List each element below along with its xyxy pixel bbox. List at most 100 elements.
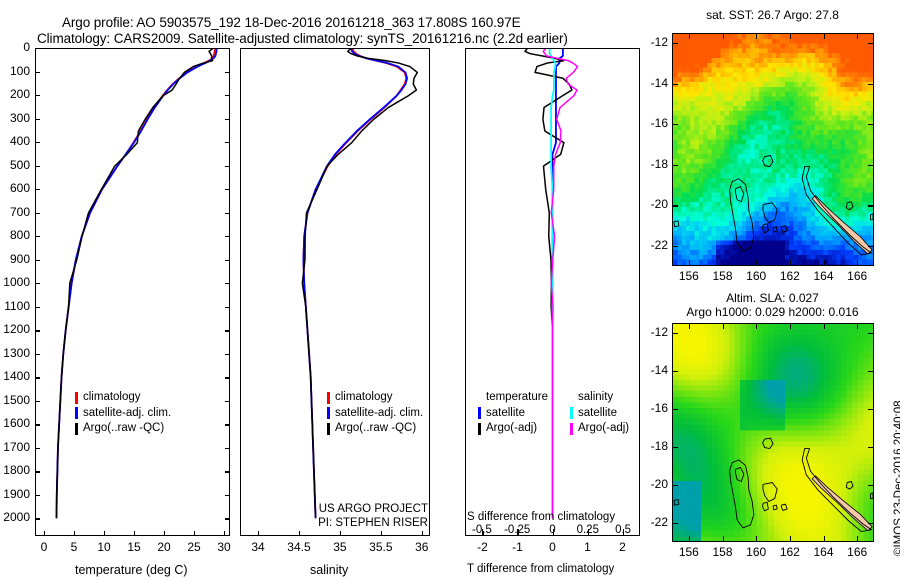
axis-tick-label: 158 (712, 269, 733, 283)
axis-tick (35, 95, 40, 97)
profile-line (55, 48, 218, 519)
axis-tick-label: -0.5 (472, 524, 492, 536)
header-line-1: Argo profile: AO 5903575_192 18-Dec-2016… (62, 15, 521, 30)
legend-item: satellite-adj. clim. (75, 406, 171, 422)
profile-line (542, 48, 579, 519)
axis-tick (225, 142, 230, 144)
latitude-tick-label: -18 (650, 156, 668, 171)
coastline (870, 492, 873, 499)
legend-swatch-climatology (75, 391, 78, 404)
depth-tick-label: 300 (9, 110, 30, 125)
axis-tick-label: 162 (779, 545, 800, 559)
axis-tick-label: 36 (415, 540, 429, 554)
sst-map-canvas (673, 34, 873, 265)
axis-tick-label: 10 (97, 540, 111, 554)
difference-legend-temperature: temperature satellite Argo(-adj) (478, 390, 548, 437)
axis-tick (74, 531, 76, 536)
profile-line (302, 48, 409, 519)
axis-tick (104, 531, 106, 536)
axis-tick (688, 260, 691, 266)
axis-tick-label: 0 (549, 540, 556, 554)
sst-map (672, 33, 874, 266)
legend-label: Argo(..raw -QC) (335, 422, 417, 435)
axis-tick (35, 471, 40, 473)
axis-tick (224, 531, 226, 536)
legend-swatch-climatology (327, 391, 330, 404)
axis-tick (164, 531, 166, 536)
legend-item: Argo(-adj) (570, 421, 629, 437)
axis-tick (756, 260, 758, 266)
axis-tick (225, 424, 230, 426)
latitude-tick-label: -14 (650, 362, 668, 377)
axis-tick (35, 306, 40, 308)
axis-tick (868, 370, 874, 372)
axis-tick (868, 408, 874, 410)
profile-line (301, 48, 419, 519)
latitude-tick-label: -18 (650, 438, 668, 453)
axis-tick (857, 33, 859, 39)
legend-item: satellite (478, 406, 548, 422)
map-field (673, 324, 873, 541)
depth-tick-label: 600 (9, 181, 30, 196)
depth-tick-label: 1700 (3, 439, 30, 454)
coastline (729, 178, 755, 252)
axis-tick (789, 323, 792, 329)
project-name: US ARGO PROJECT (318, 503, 428, 515)
temperature-axis-label: temperature (deg C) (75, 563, 188, 577)
legend-group-header: salinity (570, 390, 629, 406)
axis-tick (35, 165, 40, 167)
axis-tick (225, 330, 230, 332)
depth-tick-label: 1500 (3, 392, 30, 407)
axis-tick (672, 124, 678, 126)
legend-group-header: temperature (478, 390, 548, 406)
axis-tick (35, 259, 40, 261)
legend-item: Argo(..raw -QC) (75, 421, 171, 437)
axis-tick (194, 531, 196, 536)
axis-tick (134, 531, 136, 536)
axis-tick (688, 536, 691, 542)
legend-group-label: salinity (578, 391, 614, 403)
latitude-tick-label: -14 (650, 75, 668, 90)
axis-tick (35, 48, 40, 50)
axis-tick-label: 156 (678, 545, 699, 559)
depth-tick-label: 200 (9, 87, 30, 102)
axis-tick (722, 536, 724, 542)
salinity-plot-area (301, 48, 419, 519)
axis-tick (868, 332, 874, 334)
depth-tick-label: 1000 (3, 275, 30, 290)
depth-tick-label: 900 (9, 251, 30, 266)
sla-map-canvas (673, 324, 873, 541)
axis-tick (225, 165, 230, 167)
legend-swatch-salinity-argo (570, 422, 573, 435)
axis-tick (225, 306, 230, 308)
axis-tick-label: -1 (512, 540, 523, 554)
axis-tick (868, 522, 874, 525)
header-line-2: Climatology: CARS2009. Satellite-adjuste… (37, 31, 568, 46)
axis-tick (225, 118, 230, 120)
axis-tick (258, 531, 260, 536)
t-difference-axis-label: T difference from climatology (467, 563, 615, 575)
axis-tick (225, 353, 230, 356)
difference-profile-panel (465, 48, 640, 536)
axis-tick (35, 118, 40, 120)
legend-swatch-satellite-adj-clim (75, 407, 78, 420)
profile-line (55, 48, 216, 519)
coastline (762, 202, 778, 224)
coastline (780, 225, 788, 234)
axis-tick (789, 260, 792, 266)
axis-tick (225, 189, 230, 191)
axis-tick (756, 323, 758, 329)
axis-tick (481, 529, 484, 535)
axis-tick-label: 156 (678, 269, 699, 283)
axis-tick (672, 164, 678, 166)
coastline (762, 501, 769, 512)
depth-tick-label: 1100 (4, 298, 30, 313)
axis-tick-label: 25 (187, 540, 201, 554)
axis-tick-label: 0.25 (576, 524, 599, 536)
latitude-tick-label: -20 (650, 476, 668, 491)
coastline (735, 466, 745, 483)
axis-tick (688, 33, 691, 39)
axis-tick-label: 5 (70, 540, 78, 554)
axis-tick-label: 164 (813, 269, 834, 283)
axis-tick (672, 245, 678, 248)
